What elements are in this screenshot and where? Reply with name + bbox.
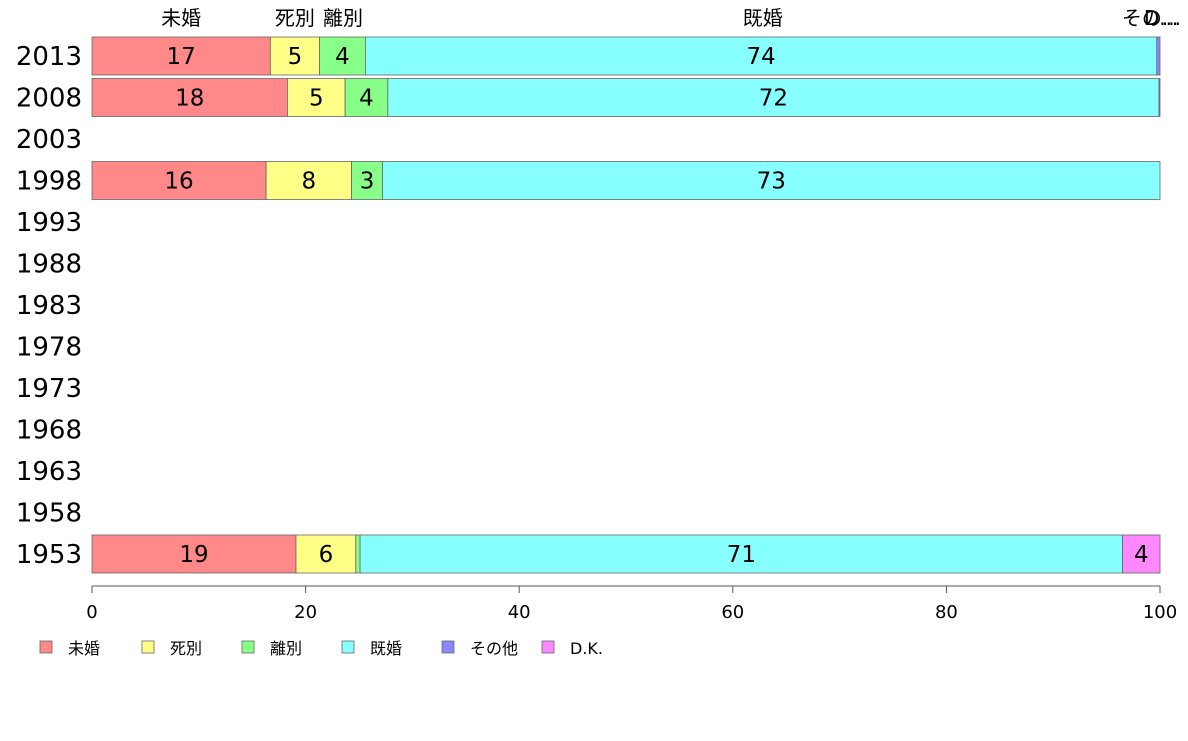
bar-segment [1156, 36, 1161, 76]
legend-swatch [39, 640, 53, 654]
year-label: 1988 [16, 250, 82, 280]
x-tick-label: 80 [935, 602, 958, 623]
top-label: 離別 [323, 6, 363, 30]
x-tick-label: 100 [1143, 602, 1177, 623]
legend: 未婚 死別 離別 既婚 その他 D.K. [39, 639, 603, 658]
bar-segment [91, 161, 267, 200]
bar-segment [1122, 534, 1161, 574]
bar-segment [91, 36, 271, 76]
bar-segment [355, 534, 361, 574]
bar-value-label: 72 [759, 86, 788, 112]
legend-label: 死別 [170, 639, 202, 658]
top-label: その... [1122, 6, 1181, 30]
bar-segment [265, 161, 352, 200]
bar-value-label: 73 [757, 169, 786, 195]
bar-segment [269, 36, 320, 76]
bar-segment [287, 78, 346, 117]
legend-swatch [541, 640, 555, 654]
bar-segment [359, 534, 1124, 574]
year-label: 1978 [16, 333, 82, 363]
top-label: 既婚 [743, 6, 783, 30]
x-tick-label: 60 [721, 602, 744, 623]
x-tick-label: 20 [294, 602, 317, 623]
bar-value-label: 17 [167, 44, 196, 70]
bar-segment [295, 534, 357, 574]
bar-segment [387, 78, 1160, 117]
year-label: 1983 [16, 291, 82, 321]
legend-label: 既婚 [370, 639, 402, 658]
year-label: 1968 [16, 416, 82, 446]
year-label: 2008 [16, 84, 82, 114]
bar-value-label: 8 [301, 169, 316, 195]
bar-segment [365, 36, 1158, 76]
legend-label: 離別 [270, 639, 302, 658]
bar-value-label: 5 [288, 44, 303, 70]
x-axis: 0 20 40 60 80 100 [86, 585, 1177, 623]
year-label: 1993 [16, 208, 82, 238]
legend-swatch [141, 640, 155, 654]
bar-value-label: 16 [164, 169, 193, 195]
top-category-labels: 未婚 死別 離別 既婚 その...D... [161, 6, 1181, 30]
bar-value-label: 18 [175, 86, 204, 112]
legend-swatch [441, 640, 455, 654]
year-label: 1998 [16, 167, 82, 197]
legend-swatch [341, 640, 355, 654]
bar-segment [91, 534, 297, 574]
bar-segment [91, 78, 288, 117]
year-label: 2003 [16, 125, 82, 155]
bar-value-label: 3 [360, 169, 375, 195]
year-labels: 2013 2008 2003 1998 1993 1988 1983 1978 1973 1968… [16, 42, 82, 570]
year-label: 1958 [16, 499, 82, 529]
year-label: 1953 [16, 540, 82, 570]
top-label: D... [1144, 6, 1178, 30]
bar-segment [351, 161, 383, 200]
bar-value-label: 6 [319, 542, 334, 568]
x-tick-label: 40 [508, 602, 531, 623]
bar-segment [382, 161, 1161, 200]
top-label: 死別 [275, 6, 315, 30]
bar-value-label: 4 [335, 44, 350, 70]
bar-value-label: 71 [727, 542, 756, 568]
year-label: 2013 [16, 42, 82, 72]
year-label: 1963 [16, 457, 82, 487]
legend-swatch [241, 640, 255, 654]
top-label: 未婚 [161, 6, 201, 30]
bar-value-label: 5 [309, 86, 324, 112]
bar-segment [1158, 78, 1161, 117]
bar-value-label: 74 [746, 44, 775, 70]
bar-value-label: 4 [359, 86, 374, 112]
bar-value-label: 4 [1134, 542, 1149, 568]
legend-label: 未婚 [68, 639, 100, 658]
legend-label: その他 [470, 639, 518, 658]
legend-label: D.K. [570, 639, 603, 658]
bar-value-label: 19 [179, 542, 208, 568]
bar-segment [319, 36, 366, 76]
year-label: 1973 [16, 374, 82, 404]
x-tick-label: 0 [86, 602, 97, 623]
